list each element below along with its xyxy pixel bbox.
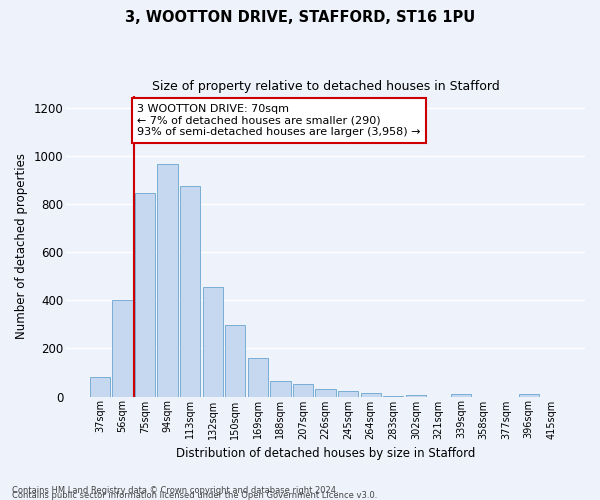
Bar [518, 394, 539, 396]
Bar [225, 326, 245, 396]
Text: Contains HM Land Registry data © Crown copyright and database right 2024.: Contains HM Land Registry data © Crown c… [12, 486, 338, 495]
Bar [361, 393, 381, 396]
Bar [203, 287, 223, 397]
Bar [451, 394, 471, 396]
X-axis label: Distribution of detached houses by size in Stafford: Distribution of detached houses by size … [176, 447, 475, 460]
Bar [406, 394, 426, 396]
Bar [157, 164, 178, 396]
Text: Contains public sector information licensed under the Open Government Licence v3: Contains public sector information licen… [12, 491, 377, 500]
Bar [316, 388, 335, 396]
Bar [270, 381, 290, 396]
Text: 3 WOOTTON DRIVE: 70sqm
← 7% of detached houses are smaller (290)
93% of semi-det: 3 WOOTTON DRIVE: 70sqm ← 7% of detached … [137, 104, 421, 137]
Bar [248, 358, 268, 397]
Bar [180, 186, 200, 396]
Bar [135, 193, 155, 396]
Bar [89, 378, 110, 396]
Y-axis label: Number of detached properties: Number of detached properties [15, 153, 28, 339]
Bar [293, 384, 313, 396]
Bar [112, 300, 133, 396]
Text: 3, WOOTTON DRIVE, STAFFORD, ST16 1PU: 3, WOOTTON DRIVE, STAFFORD, ST16 1PU [125, 10, 475, 25]
Bar [338, 391, 358, 396]
Title: Size of property relative to detached houses in Stafford: Size of property relative to detached ho… [152, 80, 499, 93]
